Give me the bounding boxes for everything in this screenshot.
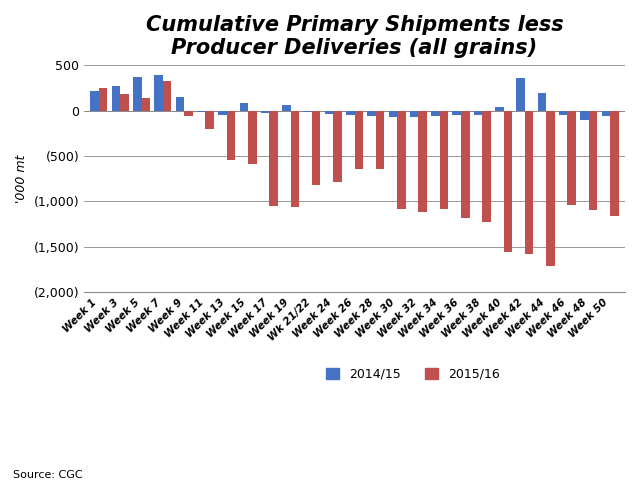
Bar — [461, 111, 470, 217]
Bar — [312, 111, 321, 185]
Bar — [495, 108, 504, 111]
Bar — [248, 111, 257, 164]
Bar — [269, 111, 278, 206]
Bar — [589, 111, 597, 210]
Bar — [227, 111, 236, 160]
Bar — [239, 103, 248, 111]
Bar — [559, 111, 568, 115]
Bar — [546, 111, 555, 266]
Bar — [99, 88, 108, 111]
Bar — [175, 96, 184, 111]
Bar — [133, 77, 141, 111]
Bar — [367, 111, 376, 116]
Bar — [282, 105, 291, 111]
Bar — [154, 75, 163, 111]
Bar — [580, 111, 589, 120]
Bar — [218, 111, 227, 115]
Bar — [90, 91, 99, 111]
Bar — [504, 111, 512, 252]
Bar — [261, 111, 269, 113]
Bar — [474, 111, 483, 115]
Bar — [419, 111, 427, 212]
Bar — [333, 111, 342, 182]
Text: Source: CGC: Source: CGC — [13, 469, 83, 480]
Bar — [602, 111, 610, 116]
Bar — [112, 86, 120, 111]
Bar — [525, 111, 533, 254]
Bar — [568, 111, 576, 205]
Bar — [376, 111, 385, 168]
Bar — [452, 111, 461, 115]
Bar — [397, 111, 406, 209]
Bar — [205, 111, 214, 129]
Bar — [388, 111, 397, 118]
Bar — [516, 78, 525, 111]
Bar — [610, 111, 619, 216]
Bar — [440, 111, 448, 209]
Bar — [346, 111, 355, 115]
Bar — [355, 111, 363, 168]
Y-axis label: '000 mt: '000 mt — [15, 155, 28, 203]
Bar — [141, 98, 150, 111]
Bar — [324, 111, 333, 114]
Bar — [184, 111, 193, 116]
Bar — [291, 111, 299, 207]
Bar — [538, 94, 546, 111]
Bar — [120, 94, 129, 111]
Bar — [163, 81, 172, 111]
Title: Cumulative Primary Shipments less
Producer Deliveries (all grains): Cumulative Primary Shipments less Produc… — [146, 15, 563, 58]
Bar — [483, 111, 491, 222]
Bar — [431, 111, 440, 116]
Legend: 2014/15, 2015/16: 2014/15, 2015/16 — [326, 368, 500, 381]
Bar — [303, 111, 312, 112]
Bar — [410, 111, 419, 117]
